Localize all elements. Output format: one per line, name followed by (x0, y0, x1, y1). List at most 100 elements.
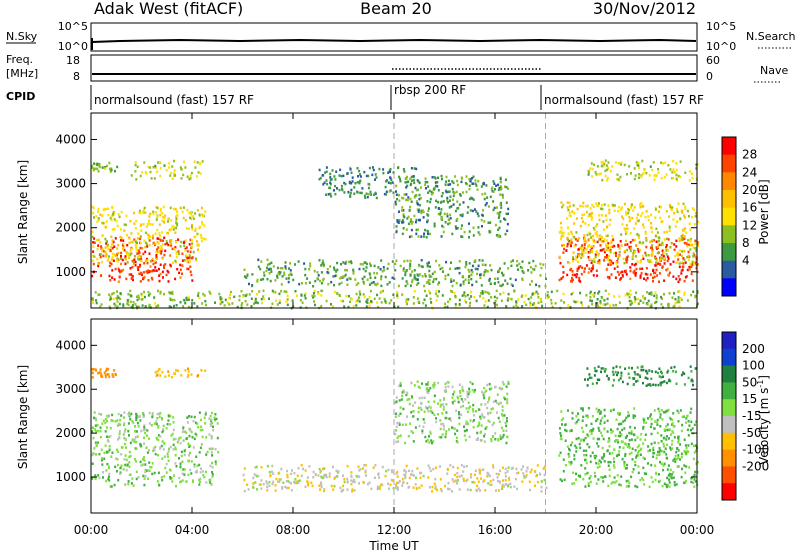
heatmap-cell (322, 476, 325, 480)
heatmap-cell (196, 209, 199, 212)
heatmap-cell (399, 382, 402, 385)
heatmap-cell (503, 262, 506, 265)
heatmap-cell (570, 429, 573, 432)
heatmap-cell (406, 398, 409, 401)
heatmap-cell (154, 302, 157, 305)
heatmap-cell (134, 425, 136, 428)
heatmap-cell (278, 478, 281, 481)
heatmap-cell (289, 269, 292, 272)
heatmap-cell (596, 418, 599, 421)
heatmap-cell (608, 260, 611, 264)
heatmap-cell (257, 474, 260, 478)
cpid-label: CPID (6, 90, 35, 103)
heatmap-cell (436, 185, 439, 188)
heatmap-cell (358, 290, 361, 293)
heatmap-cell (637, 454, 640, 457)
heatmap-cell (377, 472, 380, 475)
heatmap-cell (593, 163, 596, 166)
heatmap-cell (601, 204, 603, 207)
heatmap-cell (410, 179, 413, 182)
heatmap-cell (578, 247, 581, 251)
heatmap-cell (582, 449, 585, 452)
heatmap-cell (576, 239, 579, 242)
heatmap-cell (607, 258, 610, 262)
heatmap-cell (164, 243, 167, 246)
heatmap-cell (112, 297, 115, 301)
heatmap-cell (464, 265, 467, 269)
heatmap-cell (260, 278, 263, 281)
heatmap-cell (329, 176, 332, 179)
heatmap-cell (607, 378, 610, 381)
heatmap-cell (621, 274, 624, 277)
heatmap-cell (631, 447, 634, 450)
heatmap-cell (695, 249, 698, 253)
heatmap-cell (185, 431, 188, 434)
heatmap-cell (642, 171, 645, 175)
heatmap-cell (620, 483, 622, 487)
heatmap-cell (109, 279, 112, 282)
heatmap-cell (340, 276, 343, 279)
heatmap-cell (500, 426, 503, 430)
heatmap-cell (448, 487, 451, 491)
heatmap-cell (616, 474, 619, 477)
heatmap-cell (318, 168, 321, 172)
heatmap-cell (625, 261, 628, 264)
heatmap-cell (623, 261, 626, 265)
heatmap-cell (140, 292, 143, 296)
heatmap-cell (651, 250, 654, 253)
heatmap-cell (91, 462, 94, 465)
heatmap-cell (128, 273, 131, 276)
heatmap-cell (325, 170, 328, 173)
heatmap-cell (680, 272, 683, 275)
heatmap-cell (602, 240, 605, 243)
heatmap-cell (409, 274, 412, 277)
heatmap-cell (102, 208, 105, 211)
heatmap-cell (516, 259, 519, 263)
heatmap-cell (191, 299, 194, 302)
heatmap-cell (679, 217, 682, 221)
heatmap-cell (462, 282, 465, 286)
heatmap-cell (610, 431, 613, 434)
heatmap-cell (601, 178, 604, 182)
heatmap-cell (683, 237, 686, 241)
heatmap-cell (162, 424, 165, 428)
heatmap-cell (97, 164, 100, 167)
heatmap-cell (695, 163, 698, 166)
heatmap-cell (451, 232, 454, 236)
heatmap-cell (459, 283, 462, 287)
heatmap-cell (675, 239, 678, 243)
heatmap-cell (483, 433, 486, 436)
heatmap-cell (371, 173, 374, 177)
heatmap-cell (107, 450, 110, 453)
heatmap-cell (477, 226, 480, 229)
heatmap-cell (429, 265, 432, 268)
heatmap-cell (546, 296, 549, 300)
heatmap-cell (554, 302, 557, 305)
heatmap-cell (332, 305, 335, 308)
heatmap-cell (663, 380, 666, 383)
heatmap-cell (440, 403, 443, 407)
heatmap-cell (471, 209, 474, 213)
heatmap-cell (620, 433, 623, 436)
heatmap-cell (654, 208, 657, 211)
heatmap-cell (190, 430, 193, 434)
heatmap-cell (695, 462, 698, 465)
heatmap-cell (529, 488, 532, 492)
heatmap-cell (674, 302, 677, 305)
heatmap-cell (581, 244, 583, 247)
heatmap-cell (588, 445, 591, 449)
heatmap-cell (126, 463, 129, 466)
heatmap-cell (673, 211, 676, 215)
heatmap-cell (158, 161, 161, 164)
heatmap-cell (117, 422, 120, 426)
heatmap-cell (686, 268, 689, 272)
heatmap-cell (283, 271, 286, 274)
heatmap-cell (453, 399, 456, 403)
heatmap-cell (279, 478, 282, 481)
heatmap-cell (630, 475, 633, 479)
heatmap-cell (278, 272, 281, 276)
x-tick-label: 08:00 (276, 523, 311, 537)
heatmap-cell (615, 454, 618, 458)
heatmap-cell (410, 182, 413, 186)
